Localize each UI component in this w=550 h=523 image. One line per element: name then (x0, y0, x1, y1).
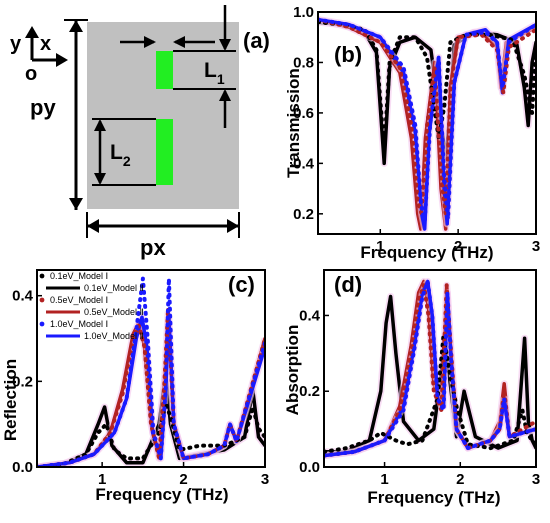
axis-x-arrowhead-icon (56, 53, 68, 67)
plot-c-frame (36, 269, 266, 468)
L1-bottom-arrowhead-icon (219, 89, 231, 101)
panel-c: 1 2 30.00.20.4 Frequency (THz) Reflection … (1, 269, 269, 504)
strip-bottom (156, 119, 173, 185)
ytick-label-c-2: 0.4 (12, 288, 34, 305)
panel-b: 1 2 3 0.2 0.4 0.6 0.8 1.0 Frequency (THz) Trans… (284, 4, 540, 262)
panel-d: 1 2 30.00.20.4 Frequency (THz) Absorption … (283, 269, 540, 507)
axis-y-arrowhead-icon (25, 26, 39, 38)
plot-b-ticks: 1 2 3 0.2 0.4 0.6 0.8 1.0 (293, 4, 540, 255)
ytick-label-b-1: 0.4 (293, 155, 315, 172)
plot-c-ylabel: Reflection (1, 359, 20, 441)
w-arrow-right-icon (173, 36, 185, 48)
legend-entry-5: 1.0eV_Model Ⅱ (84, 331, 144, 341)
ytick-label-c-0: 0.0 (12, 459, 33, 476)
legend-entry-0: 0.1eV_Model Ⅰ (50, 271, 108, 281)
legend-entry-4: 1.0eV_Model Ⅰ (50, 319, 108, 329)
legend-swatch-4 (39, 321, 45, 327)
plot-b-frame (317, 11, 537, 235)
xtick-label-d-1: 2 (456, 471, 464, 488)
strip-top (156, 51, 173, 89)
legend-entry-1: 0.1eV_Model Ⅱ (84, 283, 144, 293)
ytick-label-b-3: 0.8 (293, 54, 314, 71)
ytick-label-b-2: 0.6 (293, 105, 314, 122)
ytick-label-d-1: 0.2 (299, 383, 320, 400)
legend-entry-3: 0.5eV_Model Ⅱ (84, 307, 144, 317)
L2-top-arrowhead-icon (94, 119, 106, 131)
L1-top-arrowhead-icon (219, 39, 231, 51)
py-top-arrow-icon (69, 20, 83, 32)
series-dots-c-4 (37, 276, 265, 467)
panel-c-label: (c) (228, 272, 255, 297)
py-bottom-arrow-icon (69, 198, 83, 210)
plot-b-series (318, 16, 536, 233)
plot-d-frame (323, 269, 537, 468)
xtick-label-b-0: 1 (376, 238, 384, 255)
plot-c-ticks: 1 2 3 0.0 0.2 0.4 (12, 288, 269, 488)
px-label: px (140, 235, 166, 260)
panel-b-label: (b) (334, 42, 362, 67)
ytick-label-d-0: 0.0 (299, 459, 320, 476)
axis-y-label: y (10, 33, 22, 55)
plot-d-xlabel: Frequency (THz) (367, 488, 500, 507)
series-dots-d-0 (324, 332, 536, 454)
L2-bottom-arrowhead-icon (94, 173, 106, 185)
L1-label: L1 (204, 59, 225, 87)
xtick-label-b-1: 2 (454, 238, 462, 255)
plot-d-series (324, 277, 536, 460)
legend-entry-2: 0.5eV_Model Ⅰ (50, 295, 108, 305)
plot-c-series (37, 276, 265, 467)
panel-d-label: (d) (334, 272, 362, 297)
panel-a: y x o py px L1 L2 (a) (10, 5, 270, 260)
axis-x-label: x (40, 33, 51, 55)
xtick-label-d-2: 3 (532, 471, 540, 488)
plot-c-xlabel: Frequency (THz) (95, 485, 228, 504)
legend-swatch-0 (39, 273, 45, 279)
xtick-label-c-1: 2 (179, 471, 187, 488)
px-right-arrow-icon (227, 219, 239, 233)
legend: 0.1eV_Model Ⅰ 0.1eV_Model Ⅱ 0.5eV_Model Ⅰ 0… (39, 271, 144, 341)
ytick-label-b-0: 0.2 (293, 206, 314, 223)
px-left-arrow-icon (87, 219, 99, 233)
w-arrow-left-icon (144, 36, 156, 48)
plot-b-ylabel: Transmission (284, 68, 303, 178)
ytick-label-b-4: 1.0 (293, 4, 314, 21)
panel-a-label: (a) (243, 28, 270, 53)
xtick-label-b-2: 3 (532, 238, 540, 255)
axis-o-label: o (25, 63, 37, 85)
series-dots-b-0 (318, 20, 536, 153)
ytick-label-c-1: 0.2 (12, 373, 33, 390)
series-dots-b-4 (318, 17, 536, 226)
xtick-label-c-2: 3 (261, 471, 269, 488)
plot-b-xlabel: Frequency (THz) (360, 243, 493, 262)
series-dots-d-4 (324, 279, 536, 458)
legend-swatch-2 (39, 297, 45, 303)
series-dots-d-2 (324, 283, 536, 458)
plot-d-ylabel: Absorption (283, 325, 302, 416)
xtick-label-c-0: 1 (98, 471, 106, 488)
plot-d-ticks: 1 2 3 0.0 0.2 0.4 (299, 307, 540, 488)
py-label: py (30, 95, 56, 120)
xtick-label-d-0: 1 (380, 471, 388, 488)
L2-label: L2 (110, 141, 131, 169)
ytick-label-d-2: 0.4 (299, 307, 321, 324)
